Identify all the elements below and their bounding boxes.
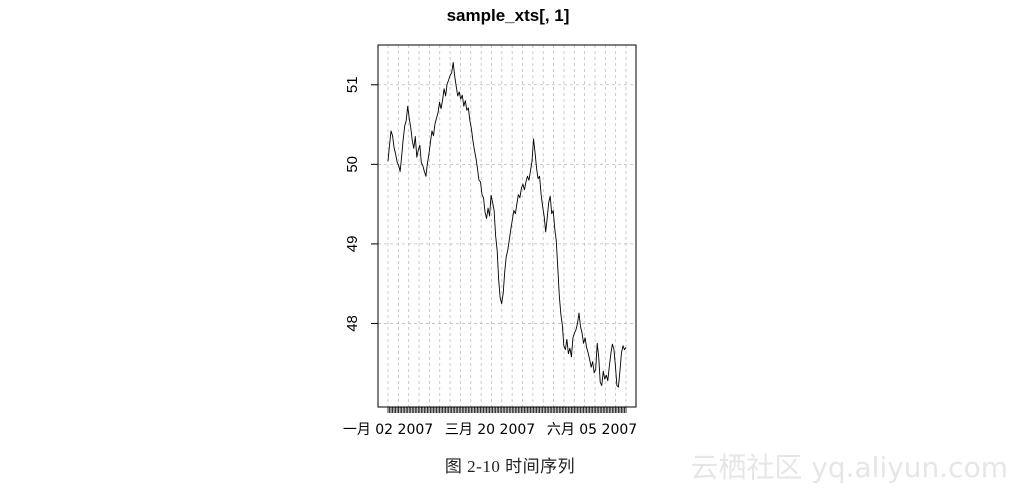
grid-lines (378, 45, 636, 407)
time-series-chart: sample_xts[, 1] 48 49 50 51 一月 02 2007 三月 20… (343, 6, 637, 438)
figure-caption: 图 2-10 时间序列 (444, 457, 576, 476)
x-tick-label: 六月 05 2007 (547, 422, 637, 438)
x-axis: 一月 02 2007 三月 20 2007 六月 05 2007 (343, 407, 637, 438)
x-tick-label: 一月 02 2007 (343, 422, 433, 438)
y-tick-label: 49 (344, 236, 361, 253)
watermark-text: 云栖社区 yq.aliyun.com (690, 451, 1008, 484)
x-tick-label: 三月 20 2007 (445, 422, 535, 438)
plot-frame (377, 44, 637, 408)
y-axis: 48 49 50 51 (344, 76, 378, 332)
series-line (387, 62, 627, 388)
chart-title: sample_xts[, 1] (447, 6, 570, 25)
y-tick-label: 48 (344, 315, 361, 332)
y-tick-label: 50 (344, 156, 361, 173)
y-tick-label: 51 (344, 76, 361, 93)
